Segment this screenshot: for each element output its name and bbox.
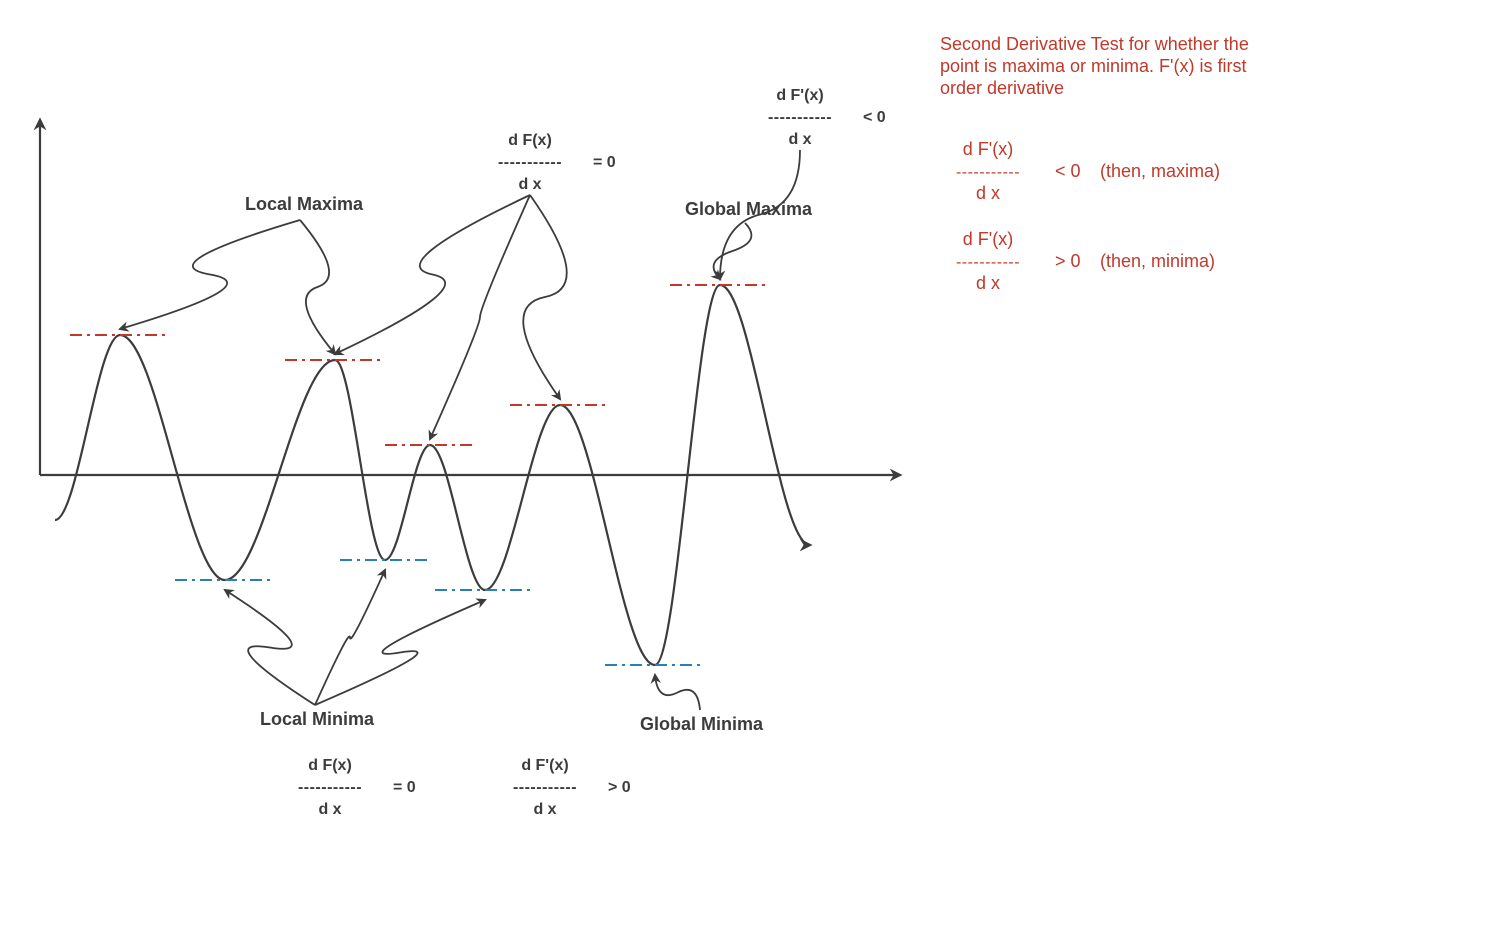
label-global-minima: Global Minima bbox=[640, 714, 764, 734]
svg-text:d x: d x bbox=[533, 801, 556, 818]
ptr-localmax-0 bbox=[120, 220, 300, 329]
svg-text:d x: d x bbox=[976, 273, 1000, 293]
svg-text:> 0: > 0 bbox=[1055, 251, 1081, 271]
svg-text:> 0: > 0 bbox=[608, 779, 631, 796]
ptr-localmin-1 bbox=[315, 570, 385, 705]
deriv-top-first-divider: ----------- bbox=[498, 154, 562, 171]
side-heading-line: point is maxima or minima. F'(x) is firs… bbox=[940, 56, 1246, 76]
side-rule-maxima: d F'(x) ----------- d x < 0 (then, maxima) bbox=[956, 139, 1220, 203]
svg-text:d F(x): d F(x) bbox=[508, 132, 552, 149]
side-panel: Second Derivative Test for whether thepo… bbox=[940, 34, 1249, 293]
label-local-maxima: Local Maxima bbox=[245, 194, 364, 214]
deriv-top-first: d F(x) ----------- d x = 0 bbox=[498, 132, 616, 193]
label-local-minima: Local Minima bbox=[260, 709, 375, 729]
ptr-topfirst-0 bbox=[335, 195, 530, 354]
svg-text:d x: d x bbox=[518, 176, 541, 193]
deriv-bot-first-divider: ----------- bbox=[298, 779, 362, 796]
svg-text:< 0: < 0 bbox=[863, 109, 886, 126]
ptr-globalmin-0 bbox=[655, 675, 700, 710]
deriv-top-second-divider: ----------- bbox=[768, 109, 832, 126]
svg-text:= 0: = 0 bbox=[393, 779, 416, 796]
deriv-bot-second: d F'(x) ----------- d x > 0 bbox=[513, 757, 631, 818]
svg-text:-----------: ----------- bbox=[956, 164, 1020, 181]
ptr-topfirst-1 bbox=[430, 195, 530, 439]
ptr-localmax-1 bbox=[300, 220, 335, 354]
ptr-localmin-0 bbox=[225, 590, 315, 705]
deriv-top-second: d F'(x) ----------- d x < 0 bbox=[768, 87, 886, 148]
deriv-bot-first: d F(x) ----------- d x = 0 bbox=[298, 757, 416, 818]
side-rule-minima: d F'(x) ----------- d x > 0 (then, minima) bbox=[956, 229, 1215, 293]
svg-text:d F(x): d F(x) bbox=[308, 757, 352, 774]
svg-text:d F'(x): d F'(x) bbox=[776, 87, 823, 104]
svg-text:= 0: = 0 bbox=[593, 154, 616, 171]
deriv-bot-second-divider: ----------- bbox=[513, 779, 577, 796]
label-global-maxima: Global Maxima bbox=[685, 199, 813, 219]
side-heading-line: order derivative bbox=[940, 78, 1064, 98]
ptr-topfirst-2 bbox=[523, 195, 566, 399]
svg-text:d F'(x): d F'(x) bbox=[963, 229, 1013, 249]
svg-text:< 0: < 0 bbox=[1055, 161, 1081, 181]
svg-text:(then, maxima): (then, maxima) bbox=[1100, 161, 1220, 181]
svg-text:d x: d x bbox=[788, 131, 811, 148]
svg-text:d F'(x): d F'(x) bbox=[963, 139, 1013, 159]
svg-text:(then, minima): (then, minima) bbox=[1100, 251, 1215, 271]
side-heading-line: Second Derivative Test for whether the bbox=[940, 34, 1249, 54]
svg-text:-----------: ----------- bbox=[956, 254, 1020, 271]
svg-text:d x: d x bbox=[318, 801, 341, 818]
svg-text:d F'(x): d F'(x) bbox=[521, 757, 568, 774]
svg-text:d x: d x bbox=[976, 183, 1000, 203]
